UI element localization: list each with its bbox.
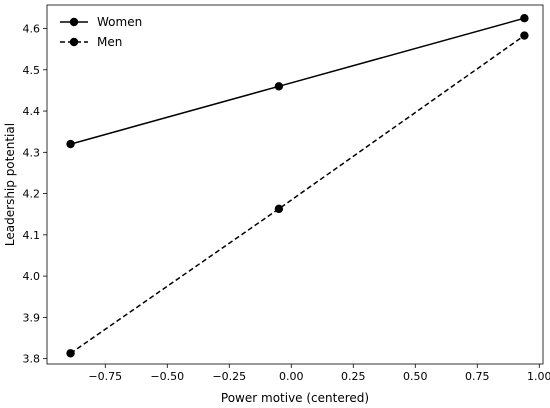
y-axis-label: Leadership potential — [3, 123, 17, 246]
data-point-women — [66, 139, 75, 149]
y-tick-label: 3.8 — [23, 353, 41, 366]
y-tick-label: 4.3 — [23, 146, 41, 159]
plot-area — [46, 4, 544, 365]
x-tick-label: 1.00 — [527, 370, 550, 383]
y-tick-label: 4.2 — [23, 188, 41, 201]
y-tick-label: 4.6 — [23, 23, 41, 36]
data-point-men — [520, 31, 529, 40]
x-tick-label: −0.25 — [212, 370, 246, 383]
series-layer — [66, 14, 529, 358]
x-axis: −0.75 −0.50 −0.25 0.00 0.25 0.50 0.75 1.00 — [88, 364, 550, 383]
data-point-women — [520, 14, 529, 23]
y-tick-label: 4.5 — [23, 64, 41, 77]
data-point-men — [66, 349, 75, 358]
legend: Women Men — [60, 15, 142, 49]
y-tick-label: 4.1 — [23, 229, 41, 242]
x-tick-label: −0.50 — [150, 370, 184, 383]
y-axis: 3.8 3.9 4.0 4.1 4.2 4.3 4.4 4.5 4.6 — [23, 23, 47, 366]
x-tick-label: 0.50 — [403, 370, 428, 383]
y-tick-label: 4.4 — [23, 105, 41, 118]
data-point-men — [274, 204, 284, 214]
legend-marker-women — [69, 17, 79, 27]
legend-marker-men — [69, 37, 79, 47]
series-line-men — [70, 34, 525, 354]
legend-label-men: Men — [97, 35, 122, 49]
x-tick-label: 0.00 — [279, 370, 304, 383]
y-tick-label: 3.9 — [23, 311, 41, 324]
data-point-women — [274, 82, 284, 91]
x-tick-label: 0.25 — [341, 370, 366, 383]
x-tick-label: 0.75 — [465, 370, 490, 383]
x-tick-label: −0.75 — [88, 370, 122, 383]
y-tick-label: 4.0 — [23, 270, 41, 283]
legend-label-women: Women — [97, 15, 142, 29]
x-axis-label: Power motive (centered) — [221, 391, 369, 405]
